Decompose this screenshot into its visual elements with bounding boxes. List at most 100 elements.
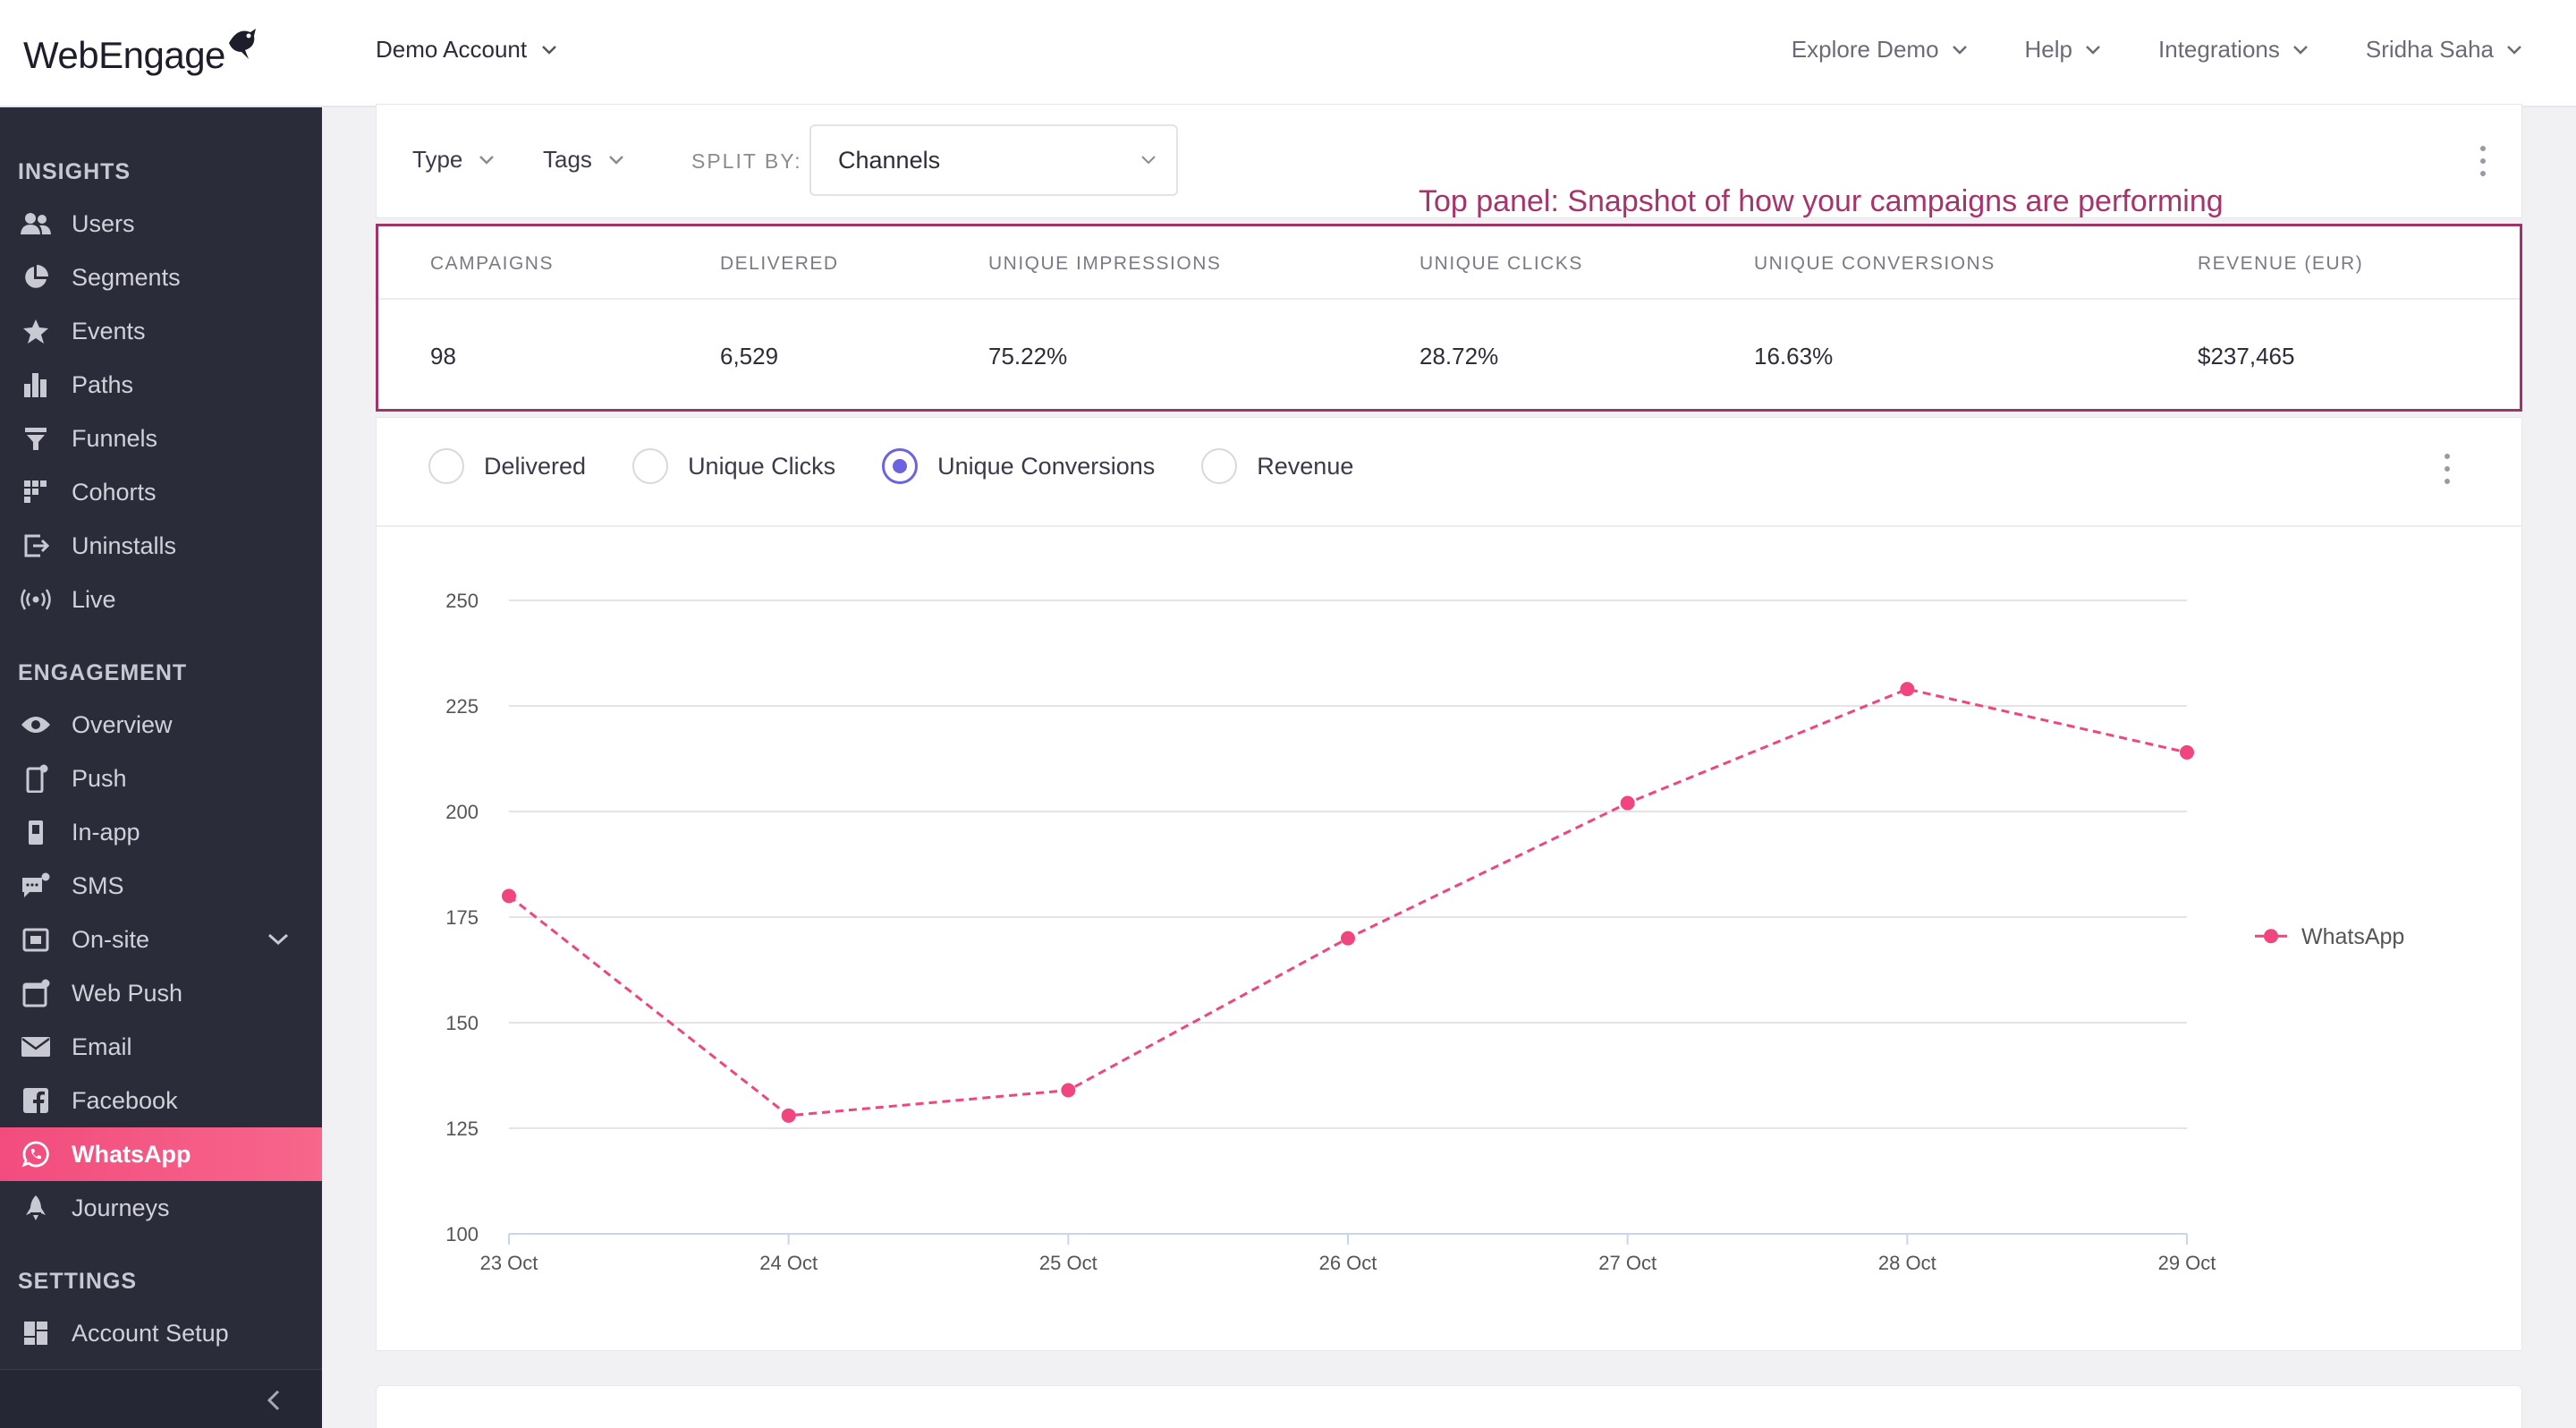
facebook-icon bbox=[20, 1086, 52, 1115]
chart-more-menu[interactable] bbox=[2443, 454, 2452, 484]
sidebar-item-label: In-app bbox=[72, 818, 140, 846]
sidebar-collapse-button[interactable] bbox=[0, 1369, 322, 1428]
sidebar-item-in-app[interactable]: In-app bbox=[0, 805, 322, 859]
split-by-label: SPLIT BY: bbox=[691, 149, 802, 173]
data-point bbox=[1061, 1083, 1076, 1098]
sidebar-item-account-setup[interactable]: Account Setup bbox=[0, 1306, 322, 1360]
sidebar-item-sms[interactable]: SMS bbox=[0, 859, 322, 913]
sidebar-item-cohorts[interactable]: Cohorts bbox=[0, 465, 322, 519]
chevron-down-icon bbox=[2086, 45, 2100, 55]
stat-value-unique-impressions: 75.22% bbox=[988, 343, 1068, 370]
sidebar-item-journeys[interactable]: Journeys bbox=[0, 1181, 322, 1235]
data-point bbox=[781, 1108, 796, 1123]
sidebar-item-label: SMS bbox=[72, 871, 124, 899]
radio-button[interactable] bbox=[1201, 448, 1238, 484]
metric-label: Unique Clicks bbox=[688, 452, 836, 480]
user-menu[interactable]: Sridha Saha bbox=[2366, 36, 2522, 64]
users-icon bbox=[20, 209, 52, 238]
metric-radio-unique-clicks[interactable]: Unique Clicks bbox=[632, 448, 835, 484]
metric-radio-revenue[interactable]: Revenue bbox=[1201, 448, 1353, 484]
sidebar-item-whatsapp[interactable]: WhatsApp bbox=[0, 1127, 322, 1181]
rocket-icon bbox=[20, 1194, 52, 1222]
split-by-value: Channels bbox=[838, 146, 941, 174]
tablet-icon bbox=[20, 818, 52, 846]
section-title-insights: INSIGHTS bbox=[18, 159, 131, 184]
annotation-text: Top panel: Snapshot of how your campaign… bbox=[1419, 184, 2224, 218]
top-bar: WebEngage Demo Account Explore Demo Help… bbox=[0, 0, 2576, 107]
tags-filter[interactable]: Tags bbox=[543, 146, 624, 174]
section-title-settings: SETTINGS bbox=[18, 1269, 138, 1294]
stat-value-revenue: $237,465 bbox=[2198, 343, 2295, 370]
exit-icon bbox=[20, 531, 52, 560]
chevron-down-icon[interactable] bbox=[267, 932, 290, 947]
sidebar-item-overview[interactable]: Overview bbox=[0, 698, 322, 752]
sidebar-item-web-push[interactable]: Web Push bbox=[0, 966, 322, 1020]
stat-header-unique-conversions: UNIQUE CONVERSIONS bbox=[1754, 253, 1996, 274]
metric-label: Unique Conversions bbox=[937, 452, 1156, 480]
sidebar-item-events[interactable]: Events bbox=[0, 304, 322, 358]
explore-demo-menu[interactable]: Explore Demo bbox=[1792, 36, 1968, 64]
radio-button[interactable] bbox=[428, 448, 464, 484]
divider bbox=[377, 525, 2521, 527]
broadcast-icon bbox=[20, 585, 52, 614]
chat-icon bbox=[20, 871, 52, 900]
x-tick-label: 23 Oct bbox=[480, 1252, 538, 1274]
radio-button-selected[interactable] bbox=[882, 448, 919, 484]
line-chart: 100 125 150 175 200 225 250 23 Oct 24 Oct 25 Oct 2… bbox=[445, 590, 2404, 1274]
whatsapp-icon bbox=[20, 1140, 52, 1169]
sidebar-item-facebook[interactable]: Facebook bbox=[0, 1074, 322, 1127]
series-line bbox=[508, 687, 2188, 1118]
radio-button[interactable] bbox=[632, 448, 669, 484]
sidebar: INSIGHTS Users Segments Events Paths Fun… bbox=[0, 107, 322, 1428]
pie-chart-icon bbox=[20, 263, 52, 292]
stat-value-delivered: 6,529 bbox=[720, 343, 779, 370]
star-icon bbox=[20, 317, 52, 345]
type-filter[interactable]: Type bbox=[412, 146, 495, 174]
stats-panel: CAMPAIGNS DELIVERED UNIQUE IMPRESSIONS U… bbox=[376, 224, 2522, 412]
sidebar-item-label: Journeys bbox=[72, 1194, 170, 1221]
sidebar-item-push[interactable]: Push bbox=[0, 752, 322, 805]
stat-header-unique-impressions: UNIQUE IMPRESSIONS bbox=[988, 253, 1222, 274]
x-tick-label: 25 Oct bbox=[1039, 1252, 1097, 1274]
filter-more-menu[interactable] bbox=[2479, 146, 2487, 176]
y-tick-label: 200 bbox=[445, 801, 479, 823]
chevron-down-icon bbox=[479, 155, 495, 165]
metric-radio-delivered[interactable]: Delivered bbox=[428, 448, 586, 484]
sidebar-item-label: Uninstalls bbox=[72, 531, 177, 559]
sidebar-item-users[interactable]: Users bbox=[0, 197, 322, 251]
y-tick-label: 100 bbox=[445, 1223, 479, 1245]
integrations-menu[interactable]: Integrations bbox=[2158, 36, 2309, 64]
chevron-down-icon bbox=[1952, 45, 1967, 55]
funnel-icon bbox=[20, 424, 52, 453]
sidebar-item-label: Overview bbox=[72, 710, 173, 738]
sidebar-item-paths[interactable]: Paths bbox=[0, 358, 322, 412]
sidebar-item-on-site[interactable]: On-site bbox=[0, 913, 322, 966]
data-point bbox=[2180, 744, 2194, 760]
x-tick-label: 26 Oct bbox=[1319, 1252, 1377, 1274]
webengage-logo[interactable]: WebEngage bbox=[23, 23, 256, 86]
metric-label: Revenue bbox=[1257, 452, 1354, 480]
account-name: Demo Account bbox=[376, 36, 528, 63]
chevron-down-icon bbox=[1141, 156, 1156, 165]
grid-icon bbox=[20, 478, 52, 506]
sidebar-item-funnels[interactable]: Funnels bbox=[0, 412, 322, 465]
split-by-select[interactable]: Channels bbox=[809, 124, 1178, 196]
chevron-down-icon bbox=[2507, 45, 2521, 55]
help-menu[interactable]: Help bbox=[2025, 36, 2101, 64]
sidebar-item-uninstalls[interactable]: Uninstalls bbox=[0, 519, 322, 573]
sidebar-item-segments[interactable]: Segments bbox=[0, 251, 322, 304]
stat-header-unique-clicks: UNIQUE CLICKS bbox=[1419, 253, 1583, 274]
explore-demo-label: Explore Demo bbox=[1791, 36, 1939, 63]
metric-selector: Delivered Unique Clicks Unique Conversio… bbox=[428, 448, 1353, 484]
help-label: Help bbox=[2024, 36, 2073, 63]
tags-filter-label: Tags bbox=[543, 146, 592, 173]
sidebar-item-label: Users bbox=[72, 209, 135, 237]
y-tick-label: 150 bbox=[445, 1012, 479, 1034]
account-switcher[interactable]: Demo Account bbox=[376, 36, 557, 64]
sidebar-item-email[interactable]: Email bbox=[0, 1020, 322, 1074]
window-icon bbox=[20, 925, 52, 954]
sidebar-item-live[interactable]: Live bbox=[0, 573, 322, 626]
envelope-icon bbox=[20, 1033, 52, 1061]
sidebar-item-label: Account Setup bbox=[72, 1319, 229, 1347]
metric-radio-unique-conversions[interactable]: Unique Conversions bbox=[882, 448, 1155, 484]
